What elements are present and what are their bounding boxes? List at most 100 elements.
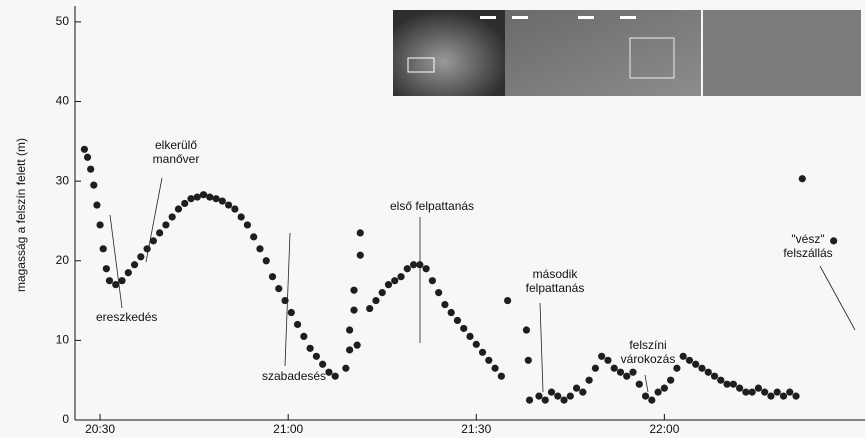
data-point <box>231 205 239 213</box>
data-point <box>422 265 430 273</box>
data-point <box>403 265 411 273</box>
scale-bar <box>480 16 496 19</box>
data-point <box>710 372 719 380</box>
annotation: felszállás <box>783 246 832 260</box>
data-point <box>453 316 462 325</box>
data-point <box>372 296 380 305</box>
data-point <box>112 281 120 289</box>
annotation: első felpattanás <box>390 199 474 213</box>
data-point <box>654 388 662 396</box>
data-point <box>99 245 107 253</box>
data-point <box>187 195 195 203</box>
y-tick-label: 20 <box>56 253 70 267</box>
data-point <box>275 285 283 293</box>
annotation: ereszkedés <box>96 310 157 324</box>
data-point <box>378 289 386 297</box>
data-point <box>353 341 361 349</box>
y-tick-label: 0 <box>62 412 69 426</box>
annotation: elkerülő <box>155 138 197 152</box>
data-point <box>692 360 700 368</box>
data-point <box>174 205 183 213</box>
data-point <box>667 376 675 384</box>
data-point <box>554 392 562 400</box>
data-point <box>384 281 393 289</box>
data-point <box>522 326 531 334</box>
data-point <box>598 352 606 360</box>
data-point <box>130 261 139 269</box>
data-point <box>350 306 358 314</box>
annotation: felszíni <box>629 338 666 352</box>
data-point <box>786 388 794 396</box>
scale-bar <box>512 16 528 19</box>
annotation-leader <box>644 374 649 393</box>
data-point <box>262 257 270 265</box>
data-point <box>478 348 487 356</box>
data-point <box>685 356 694 364</box>
data-point <box>346 346 354 354</box>
annotation: szabadesés <box>262 369 326 383</box>
data-point <box>447 308 455 317</box>
data-point <box>391 277 399 285</box>
data-point <box>293 320 302 329</box>
data-point <box>723 380 731 388</box>
data-point <box>168 213 176 221</box>
data-point <box>773 388 781 396</box>
annotation: második <box>533 267 579 281</box>
data-point <box>585 376 593 384</box>
data-point <box>742 388 750 396</box>
data-point <box>287 308 295 317</box>
scale-bar <box>578 16 594 19</box>
annotation-leader <box>109 214 123 309</box>
data-point <box>90 181 98 189</box>
data-point <box>641 392 650 400</box>
data-point <box>80 145 89 153</box>
data-point <box>460 324 468 333</box>
photo-frame <box>629 37 675 79</box>
data-point <box>256 245 264 253</box>
data-point <box>591 364 599 372</box>
data-point <box>143 245 151 253</box>
data-point <box>541 396 549 404</box>
y-tick-label: 40 <box>56 94 70 108</box>
data-point <box>118 277 126 285</box>
data-point <box>212 195 220 203</box>
data-point <box>579 388 587 396</box>
data-point <box>243 221 252 229</box>
data-point <box>491 364 499 372</box>
data-point <box>648 396 656 404</box>
data-point <box>466 332 474 341</box>
data-point <box>102 265 110 273</box>
data-point <box>629 368 637 376</box>
data-point <box>193 193 201 201</box>
y-tick-label: 30 <box>56 173 70 187</box>
data-point <box>748 388 756 396</box>
annotation-leader <box>539 302 544 393</box>
data-point <box>105 277 114 285</box>
data-point <box>137 253 145 261</box>
photo <box>703 10 861 96</box>
data-point <box>679 352 687 360</box>
data-point <box>149 237 157 245</box>
data-point <box>342 364 350 372</box>
data-point <box>83 153 92 161</box>
data-point <box>673 364 681 372</box>
data-point <box>610 364 618 372</box>
data-point <box>181 199 189 208</box>
data-point <box>356 251 364 259</box>
data-point <box>754 384 763 392</box>
data-point <box>346 326 354 334</box>
data-point <box>281 296 289 305</box>
data-point <box>319 360 327 368</box>
annotation-leader <box>284 232 291 367</box>
photo <box>505 10 701 96</box>
data-point <box>428 277 436 285</box>
data-point <box>704 368 712 376</box>
annotation: "vész" <box>791 232 824 246</box>
scale-bar <box>620 16 636 19</box>
data-point <box>524 356 532 364</box>
data-point <box>547 388 556 396</box>
annotation: várokozás <box>621 352 676 366</box>
data-point <box>616 368 625 376</box>
data-point <box>225 201 233 209</box>
data-point <box>497 372 505 380</box>
